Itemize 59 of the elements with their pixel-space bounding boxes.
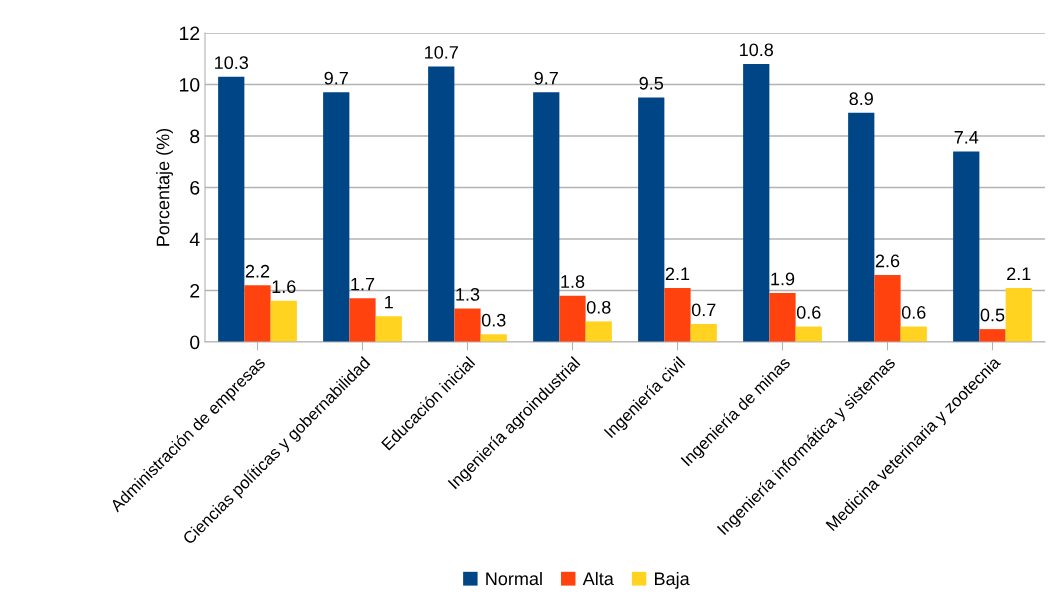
bar <box>795 326 822 342</box>
bar <box>454 308 481 342</box>
bar <box>900 326 927 342</box>
data-label: 2.6 <box>875 254 900 268</box>
y-tick-label: 2 <box>190 283 200 298</box>
legend-label: Alta <box>582 571 614 586</box>
data-label: 9.7 <box>534 71 558 85</box>
bar <box>375 316 402 342</box>
bar <box>323 92 350 342</box>
bar <box>218 76 245 342</box>
bar <box>874 275 901 342</box>
data-label: 7.4 <box>954 131 979 144</box>
data-label: 2.1 <box>1007 267 1031 281</box>
bar <box>559 295 586 342</box>
bar <box>690 323 717 342</box>
bar <box>1005 287 1032 342</box>
bar <box>270 300 297 342</box>
legend-label: Normal <box>486 571 542 586</box>
data-label: 1.9 <box>771 272 795 286</box>
data-label: 0.3 <box>481 313 506 327</box>
y-tick-label: 6 <box>190 180 200 195</box>
y-tick-label: 0 <box>190 335 200 350</box>
data-label: 10.7 <box>425 45 458 59</box>
data-label: 8.9 <box>849 92 873 106</box>
data-label: 2.1 <box>665 267 690 281</box>
y-tick-label: 10 <box>180 77 200 92</box>
bar <box>953 151 980 342</box>
bar <box>638 97 665 342</box>
data-label: 1 <box>385 295 393 309</box>
data-label: 0.6 <box>901 306 926 319</box>
bar <box>428 66 455 342</box>
data-label: 0.8 <box>586 300 611 314</box>
data-label: 9.5 <box>639 76 664 90</box>
data-label: 0.7 <box>691 303 716 317</box>
data-label: 0.5 <box>980 308 1005 322</box>
bar <box>533 92 560 342</box>
bar <box>769 293 796 342</box>
data-label: 10.3 <box>215 56 249 70</box>
y-tick-label: 12 <box>180 26 200 41</box>
bar <box>743 63 770 342</box>
y-tick-label: 8 <box>190 129 200 144</box>
data-label: 1.8 <box>561 275 585 288</box>
bar <box>979 329 1006 342</box>
legend-label: Baja <box>655 571 690 589</box>
y-tick-label: 4 <box>189 232 200 247</box>
y-axis-title: Porcentaje (%) <box>156 128 173 246</box>
bar <box>244 285 271 342</box>
bar <box>848 112 875 342</box>
data-label: 1.6 <box>272 280 296 294</box>
data-label: 1.3 <box>456 288 480 301</box>
bar <box>664 287 691 342</box>
data-label: 2.2 <box>245 264 270 278</box>
bar <box>480 334 507 342</box>
data-label: 9.7 <box>324 71 348 85</box>
data-label: 1.7 <box>351 277 375 291</box>
bar <box>349 298 376 342</box>
data-label: 0.6 <box>796 306 821 319</box>
data-label: 10.8 <box>740 43 774 57</box>
bar <box>585 321 612 342</box>
